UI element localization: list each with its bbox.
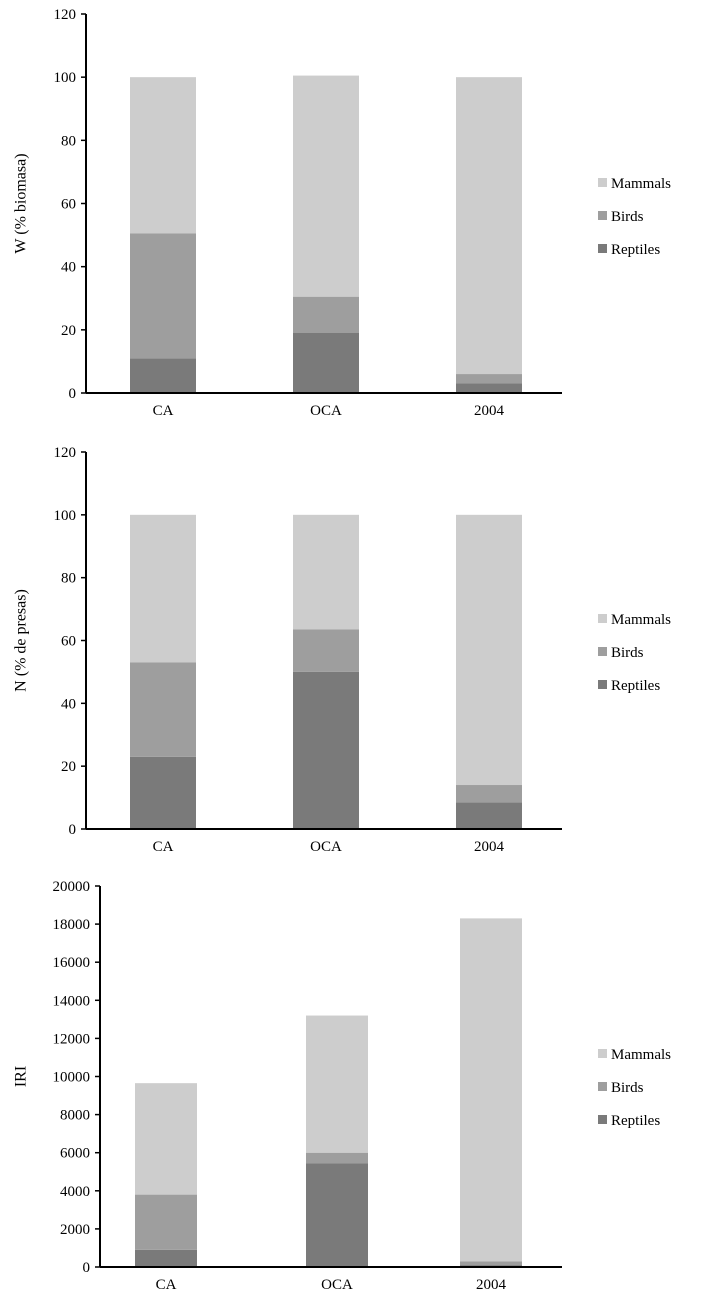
y-tick-label: 0 bbox=[83, 1260, 91, 1276]
legend-label-birds: Birds bbox=[611, 1080, 644, 1096]
bar-birds-2004 bbox=[456, 785, 522, 803]
bar-mammals-ca bbox=[130, 77, 196, 234]
y-tick-label: 0 bbox=[69, 822, 77, 838]
legend-swatch-reptiles bbox=[598, 680, 607, 689]
legend-swatch-birds bbox=[598, 1082, 607, 1091]
legend-label-mammals: Mammals bbox=[611, 176, 671, 192]
bar-birds-oca bbox=[293, 629, 359, 672]
chart-panel-3: 0 2000 4000 6000 8000 10000 12000 14000 16000 180… bbox=[13, 879, 672, 1293]
y-tick-label: 40 bbox=[61, 696, 76, 712]
y-axis-label: N (% de presas) bbox=[13, 589, 30, 692]
bar-mammals-2004 bbox=[456, 514, 522, 786]
bar-mammals-2004 bbox=[456, 77, 522, 375]
bar-reptiles-ca bbox=[130, 756, 196, 829]
legend-label-birds: Birds bbox=[611, 645, 644, 661]
legend-label-mammals: Mammals bbox=[611, 1047, 671, 1063]
y-tick-label: 14000 bbox=[53, 993, 91, 1009]
chart-panel-2: 0 20 40 60 80 100 120 CA OCA 2004 N (% de presas) M… bbox=[13, 445, 672, 855]
x-tick-label: OCA bbox=[310, 839, 342, 855]
legend-label-reptiles: Reptiles bbox=[611, 242, 660, 258]
y-tick-label: 2000 bbox=[60, 1222, 90, 1238]
bar-reptiles-2004 bbox=[456, 383, 522, 393]
x-tick-label: 2004 bbox=[476, 1277, 507, 1293]
chart-panel-1: 0 20 40 60 80 100 120 CA OCA 2004 W (% biomasa) Mam… bbox=[13, 7, 672, 419]
bar-reptiles-oca bbox=[293, 332, 359, 393]
y-tick-label: 10000 bbox=[53, 1070, 91, 1086]
x-tick-label: CA bbox=[156, 1277, 177, 1293]
x-tick-label: 2004 bbox=[474, 403, 505, 419]
legend-swatch-mammals bbox=[598, 1049, 607, 1058]
y-tick-label: 0 bbox=[69, 386, 77, 402]
bar-mammals-ca bbox=[135, 1083, 197, 1195]
y-axis-label: W (% biomasa) bbox=[13, 153, 30, 253]
y-tick-label: 100 bbox=[54, 70, 77, 86]
y-tick-label: 60 bbox=[61, 634, 76, 650]
legend-label-reptiles: Reptiles bbox=[611, 1113, 660, 1129]
y-tick-label: 120 bbox=[54, 7, 77, 23]
y-tick-label: 12000 bbox=[53, 1031, 91, 1047]
bar-birds-oca bbox=[293, 296, 359, 333]
y-tick-label: 20 bbox=[61, 759, 76, 775]
y-tick-label: 100 bbox=[54, 508, 77, 524]
bar-birds-oca bbox=[306, 1152, 368, 1164]
bar-mammals-2004 bbox=[460, 918, 522, 1262]
x-tick-label: CA bbox=[153, 403, 174, 419]
legend-label-mammals: Mammals bbox=[611, 612, 671, 628]
bar-reptiles-oca bbox=[293, 671, 359, 829]
legend-label-birds: Birds bbox=[611, 209, 644, 225]
y-tick-label: 20000 bbox=[53, 879, 91, 895]
y-tick-label: 8000 bbox=[60, 1108, 90, 1124]
y-tick-label: 60 bbox=[61, 197, 76, 213]
legend-swatch-mammals bbox=[598, 178, 607, 187]
bar-birds-ca bbox=[130, 233, 196, 359]
bar-birds-ca bbox=[135, 1194, 197, 1250]
bar-mammals-oca bbox=[293, 514, 359, 630]
bar-birds-ca bbox=[130, 662, 196, 757]
y-tick-label: 18000 bbox=[53, 917, 91, 933]
bar-mammals-ca bbox=[130, 514, 196, 663]
y-tick-label: 80 bbox=[61, 571, 76, 587]
legend-swatch-reptiles bbox=[598, 1115, 607, 1124]
y-tick-label: 4000 bbox=[60, 1184, 90, 1200]
x-tick-label: OCA bbox=[310, 403, 342, 419]
legend-swatch-birds bbox=[598, 211, 607, 220]
bar-reptiles-2004 bbox=[456, 802, 522, 829]
y-tick-label: 20 bbox=[61, 323, 76, 339]
bar-mammals-oca bbox=[306, 1015, 368, 1153]
legend-swatch-birds bbox=[598, 647, 607, 656]
legend-swatch-reptiles bbox=[598, 244, 607, 253]
x-tick-label: CA bbox=[153, 839, 174, 855]
x-tick-label: 2004 bbox=[474, 839, 505, 855]
bar-reptiles-oca bbox=[306, 1163, 368, 1267]
y-tick-label: 40 bbox=[61, 260, 76, 276]
bar-birds-2004 bbox=[460, 1261, 522, 1266]
y-axis-label: IRI bbox=[13, 1066, 30, 1087]
y-tick-label: 120 bbox=[54, 445, 77, 461]
bar-mammals-oca bbox=[293, 75, 359, 297]
y-tick-label: 80 bbox=[61, 133, 76, 149]
x-tick-label: OCA bbox=[321, 1277, 353, 1293]
legend-label-reptiles: Reptiles bbox=[611, 678, 660, 694]
legend-swatch-mammals bbox=[598, 614, 607, 623]
y-tick-label: 6000 bbox=[60, 1146, 90, 1162]
y-tick-label: 16000 bbox=[53, 955, 91, 971]
bar-reptiles-ca bbox=[130, 358, 196, 393]
bar-birds-2004 bbox=[456, 374, 522, 384]
bar-reptiles-ca bbox=[135, 1249, 197, 1267]
